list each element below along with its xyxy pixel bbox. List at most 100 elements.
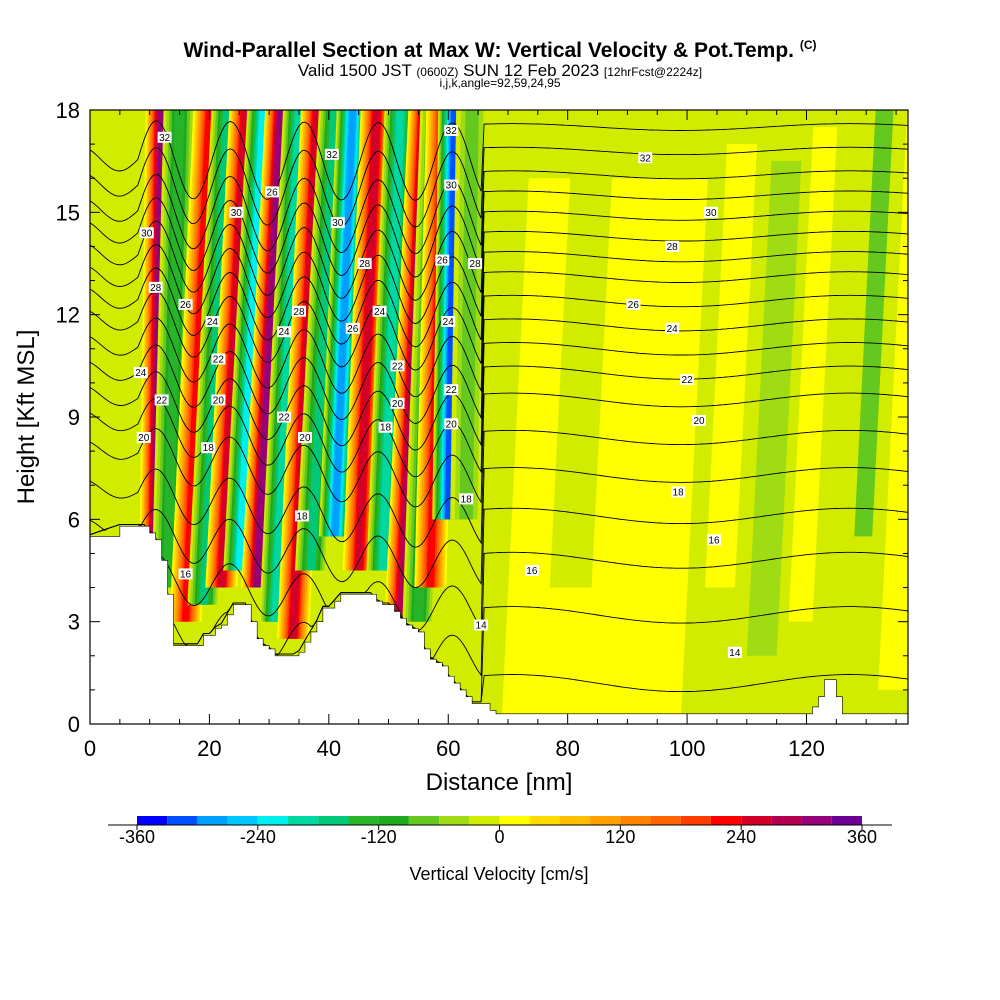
contour-label: 18 bbox=[294, 510, 309, 522]
x-tick-label: 60 bbox=[436, 736, 460, 761]
contour-label-text: 30 bbox=[446, 181, 458, 192]
colorbar-tick-label: -360 bbox=[119, 827, 155, 847]
contour-label-text: 28 bbox=[359, 259, 371, 270]
forecast-info: [12hrFcst@2224z] bbox=[603, 65, 703, 79]
y-tick-label: 9 bbox=[68, 405, 80, 430]
contour-label-text: 24 bbox=[135, 368, 147, 379]
contour-label-bg bbox=[211, 394, 226, 406]
colorbar-swatch bbox=[348, 816, 379, 825]
contour-label-bg bbox=[706, 534, 721, 546]
colorbar-swatch bbox=[378, 816, 409, 825]
contour-label-text: 18 bbox=[296, 511, 308, 522]
colorbar-swatch bbox=[620, 816, 651, 825]
contour-label: 28 bbox=[357, 258, 372, 270]
valid-date: SUN 12 Feb 2023 bbox=[463, 61, 600, 80]
theta-contour bbox=[90, 392, 908, 508]
colorbar-tick-label: -240 bbox=[240, 827, 276, 847]
contour-label-text: 18 bbox=[461, 494, 473, 505]
contour-label-text: 16 bbox=[526, 566, 538, 577]
colorbar-swatch bbox=[469, 816, 500, 825]
contour-label-text: 26 bbox=[437, 256, 449, 267]
contour-label-bg bbox=[665, 322, 680, 334]
contour-label-text: 30 bbox=[141, 228, 153, 239]
velocity-bands bbox=[139, 110, 489, 639]
contour-label-bg bbox=[474, 619, 489, 631]
contour-label-bg bbox=[468, 258, 483, 269]
contour-label: 32 bbox=[638, 152, 653, 164]
contour-label: 28 bbox=[148, 281, 163, 294]
contour-label-text: 26 bbox=[347, 324, 359, 335]
colorbar-swatch bbox=[439, 816, 470, 825]
theta-contour bbox=[90, 429, 908, 548]
colorbar-swatch bbox=[650, 816, 681, 825]
contour-label-bg bbox=[680, 373, 695, 385]
y-tick-label: 12 bbox=[56, 303, 80, 328]
contour-label-bg bbox=[435, 254, 450, 266]
contour-label-bg bbox=[211, 353, 226, 365]
theta-contour bbox=[90, 524, 908, 677]
contour-label-bg bbox=[201, 442, 216, 454]
contour-label-bg bbox=[372, 305, 387, 317]
contour-label-bg bbox=[638, 152, 653, 164]
colorbar-swatch bbox=[137, 816, 168, 825]
colorbar-swatch bbox=[801, 816, 832, 825]
contour-label-text: 20 bbox=[693, 416, 705, 427]
valid-zulu: (0600Z) bbox=[416, 65, 459, 79]
colorbar-swatch bbox=[831, 816, 862, 825]
contour-label: 20 bbox=[390, 397, 405, 410]
contour-label-text: 26 bbox=[267, 187, 279, 198]
y-tick-label: 3 bbox=[68, 610, 80, 635]
theta-contour bbox=[90, 120, 908, 201]
contour-label-bg bbox=[139, 227, 154, 239]
contour-label: 20 bbox=[444, 418, 459, 430]
contour-label-bg bbox=[297, 431, 312, 443]
colorbar-swatch bbox=[741, 816, 772, 825]
x-tick-label: 40 bbox=[317, 736, 341, 761]
x-tick-label: 0 bbox=[84, 736, 96, 761]
colorbar-swatch bbox=[590, 816, 621, 825]
colorbar-swatch bbox=[771, 816, 802, 825]
velocity-band-layer bbox=[162, 110, 185, 588]
contour-labels: 3230282624242222202018163026282422201832… bbox=[133, 124, 742, 659]
contour-label: 28 bbox=[291, 305, 306, 318]
y-tick-label: 0 bbox=[68, 712, 80, 737]
contour-label: 16 bbox=[524, 565, 539, 577]
contour-label: 22 bbox=[154, 394, 169, 406]
contour-label-text: 22 bbox=[446, 385, 458, 396]
theta-contour bbox=[90, 271, 908, 371]
axes: 0 20 40 60 80 100 120 0 3 6 9 12 15 18 bbox=[56, 98, 909, 761]
colorbar-swatch bbox=[167, 816, 198, 825]
contour-label: 30 bbox=[139, 227, 154, 239]
x-tick-label: 100 bbox=[669, 736, 706, 761]
contour-label-text: 28 bbox=[293, 307, 305, 318]
contour-label-bg bbox=[324, 148, 339, 160]
copyright-mark: (C) bbox=[799, 38, 817, 52]
contour-label: 26 bbox=[345, 322, 360, 335]
contour-label-text: 18 bbox=[380, 423, 392, 434]
contour-label: 26 bbox=[265, 186, 280, 198]
contour-label-text: 24 bbox=[443, 317, 455, 328]
colorbar-tick-label: 0 bbox=[494, 827, 504, 847]
velocity-patch bbox=[878, 110, 908, 690]
contour-label-text: 32 bbox=[446, 126, 458, 137]
contour-label: 20 bbox=[692, 414, 707, 427]
contour-label-text: 22 bbox=[278, 413, 290, 424]
velocity-patch bbox=[746, 161, 802, 656]
velocity-band-layer bbox=[235, 110, 267, 571]
colorbar-swatch bbox=[408, 816, 440, 825]
contour-label-text: 22 bbox=[392, 361, 404, 372]
contour-label-text: 28 bbox=[470, 259, 482, 270]
contour-label-bg bbox=[524, 565, 539, 576]
contour-label-bg bbox=[378, 421, 393, 433]
contour-label: 16 bbox=[178, 568, 193, 580]
contour-label-text: 32 bbox=[640, 153, 652, 164]
contour-label: 18 bbox=[201, 442, 216, 454]
colorbar-swatch bbox=[680, 816, 711, 825]
colorbar-tick-label: 120 bbox=[605, 827, 635, 847]
theta-contour bbox=[90, 210, 908, 301]
contour-label-bg bbox=[136, 431, 151, 443]
velocity-band-layer bbox=[253, 110, 285, 588]
contour-label-text: 22 bbox=[213, 355, 225, 366]
velocity-patch bbox=[704, 144, 758, 588]
x-tick-label: 20 bbox=[197, 736, 221, 761]
